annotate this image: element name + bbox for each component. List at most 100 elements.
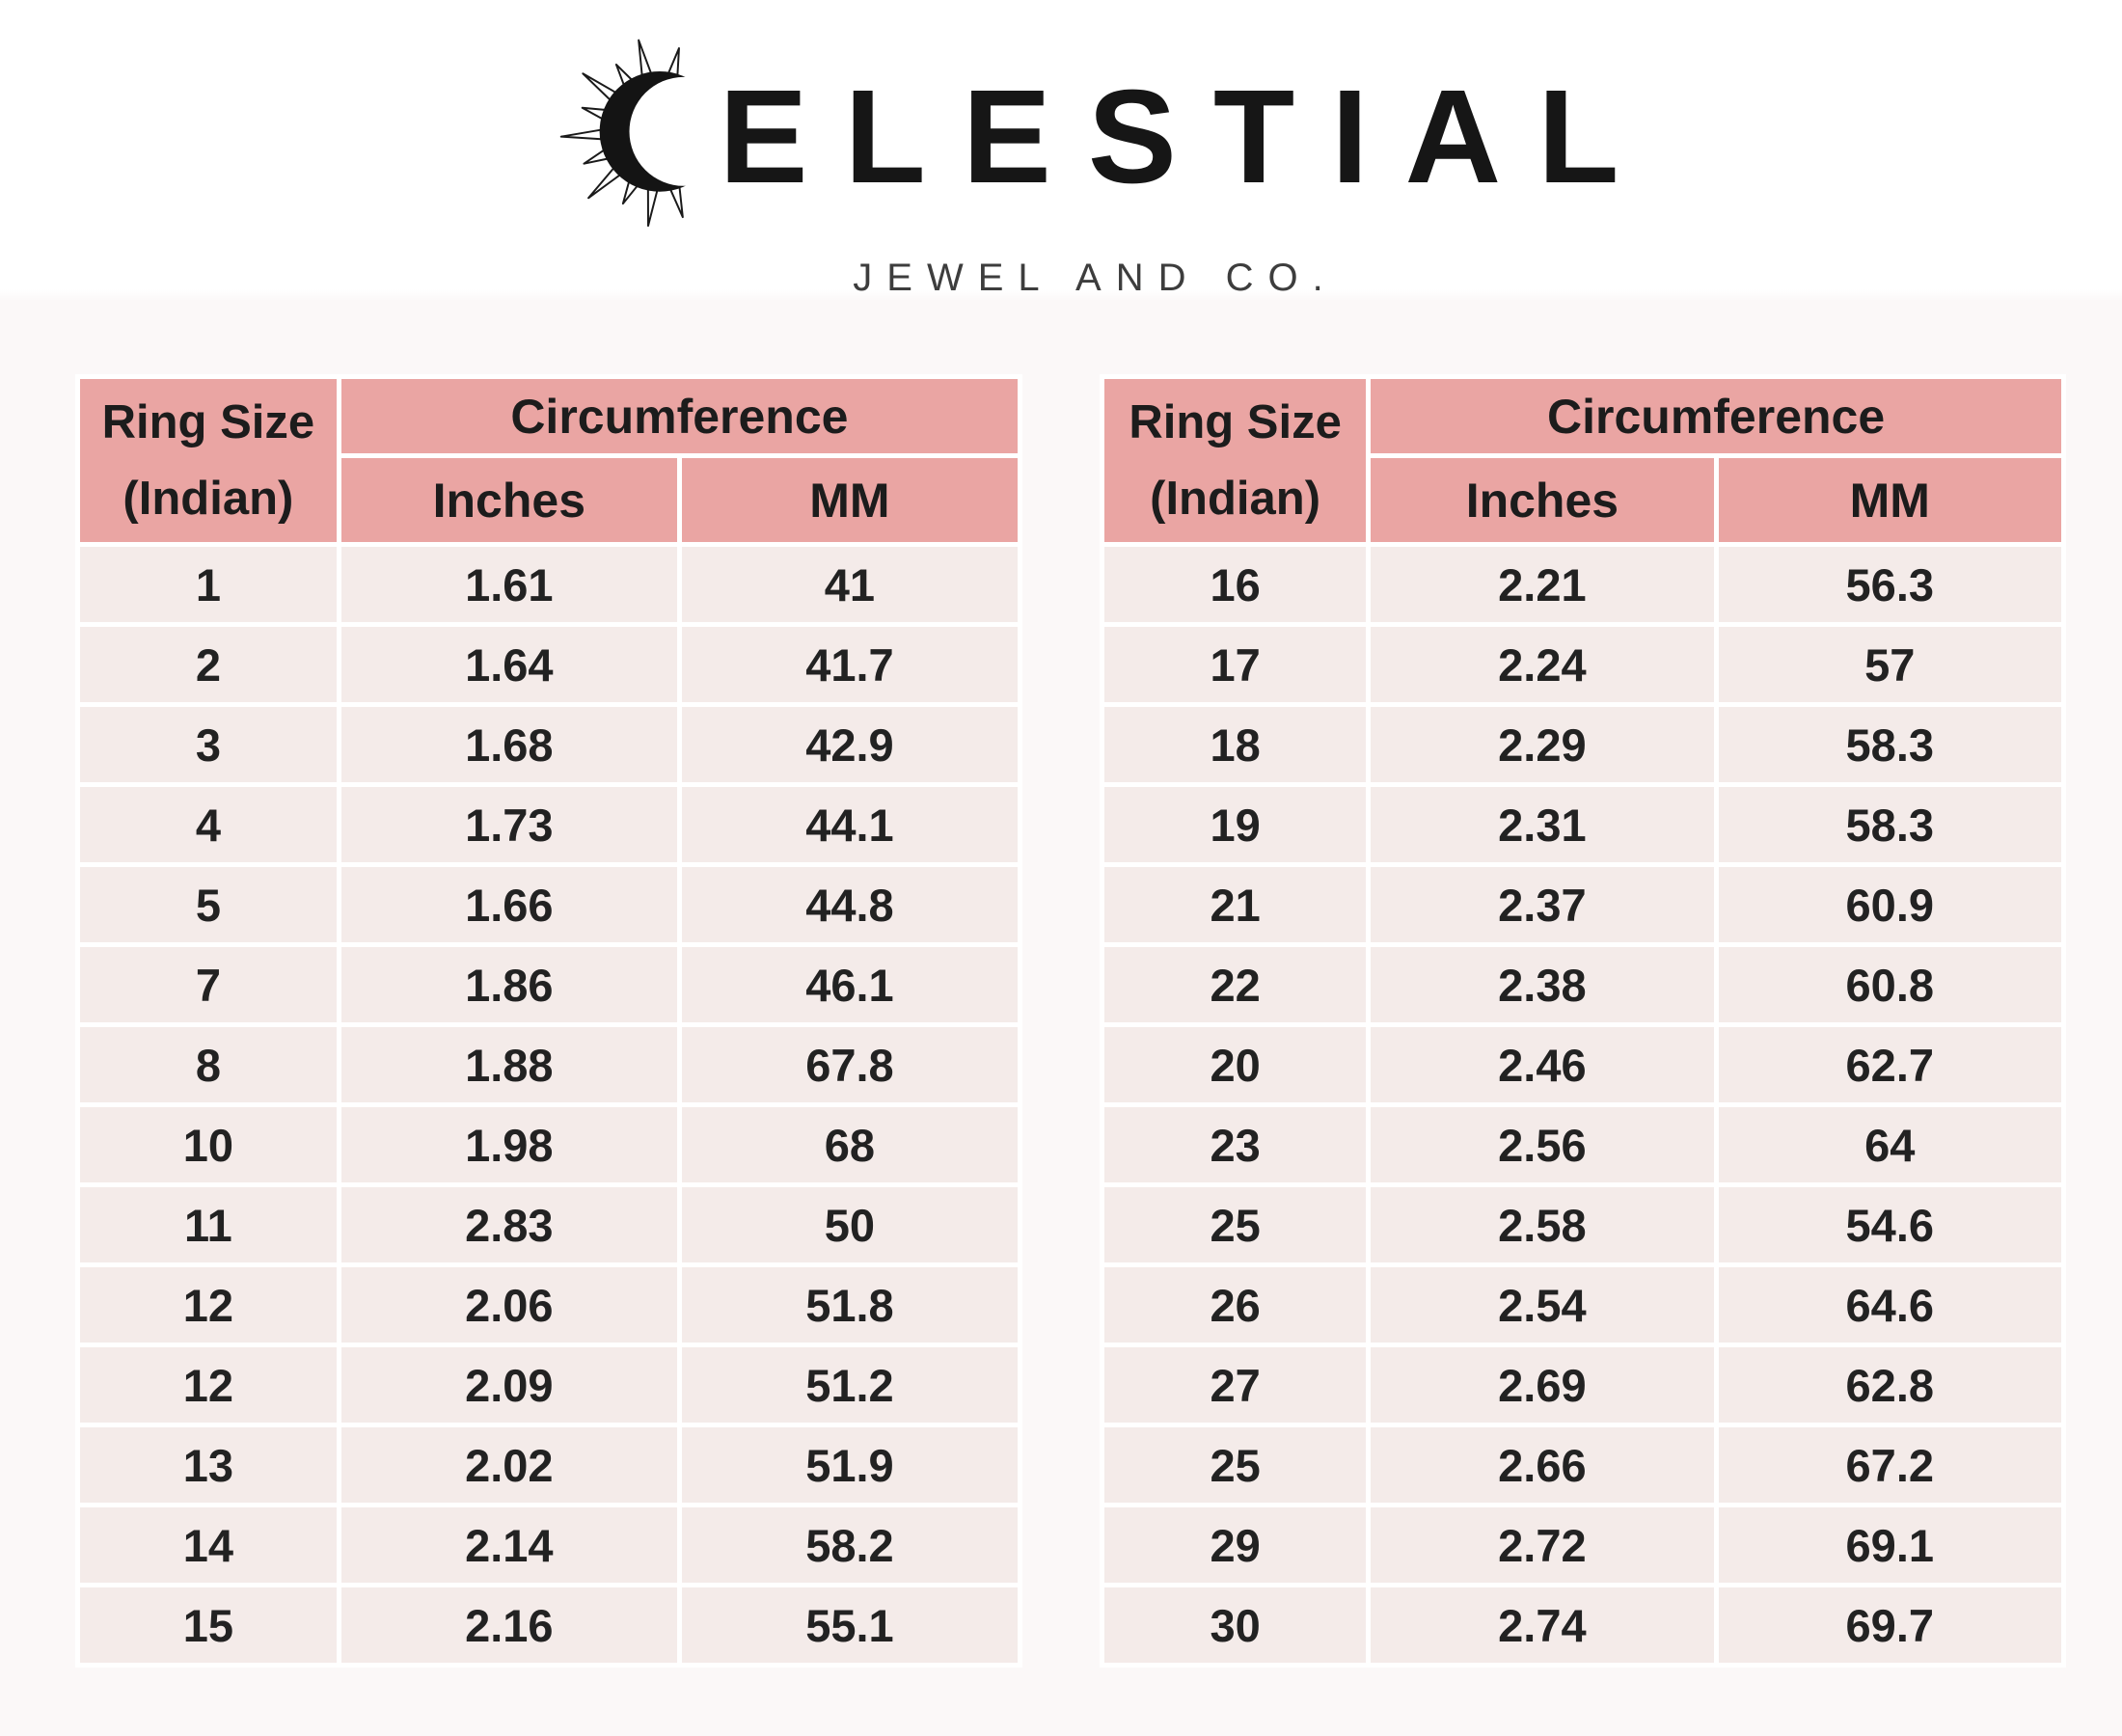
table-cell: 51.8: [676, 1262, 1023, 1347]
table-cell: 20: [1099, 1022, 1372, 1107]
table-cell: 19: [1099, 782, 1372, 867]
table-cell: 2.83: [336, 1182, 682, 1267]
table-cell: 67.2: [1713, 1423, 2067, 1507]
brand-name-text: ELESTIAL: [719, 63, 1656, 211]
table-cell: 1.61: [336, 542, 682, 627]
table-row: 5 1.66 44.8: [75, 862, 1023, 947]
table-cell: 51.9: [676, 1423, 1023, 1507]
header-circumference: Circumference: [1366, 374, 2066, 458]
table-cell: 8: [75, 1022, 341, 1107]
table-row: 19 2.31 58.3: [1099, 782, 2067, 867]
header-mm: MM: [1713, 453, 2067, 547]
table-row: 8 1.88 67.8: [75, 1022, 1023, 1107]
table-cell: 58.2: [676, 1503, 1023, 1587]
table-row: 29 2.72 69.1: [1099, 1503, 2067, 1587]
header-ring-size-line2: (Indian): [1150, 472, 1321, 525]
table-cell: 26: [1099, 1262, 1372, 1347]
table-cell: 27: [1099, 1343, 1372, 1427]
table-cell: 2.74: [1366, 1583, 1719, 1668]
table-cell: 54.6: [1713, 1182, 2067, 1267]
table-cell: 11: [75, 1182, 341, 1267]
table-body-right: 16 2.21 56.3 17 2.24 57 18 2.29 58.3 19 2.31 58.3 21…: [1099, 542, 2067, 1668]
table-cell: 50: [676, 1182, 1023, 1267]
table-cell: 21: [1099, 862, 1372, 947]
table-cell: 2.54: [1366, 1262, 1719, 1347]
brand-wordmark: ELESTIAL: [557, 33, 1619, 231]
table-row: 26 2.54 64.6: [1099, 1262, 2067, 1347]
table-cell: 2.31: [1366, 782, 1719, 867]
table-cell: 5: [75, 862, 341, 947]
table-cell: 68: [676, 1102, 1023, 1187]
table-cell: 18: [1099, 702, 1372, 787]
table-cell: 2.16: [336, 1583, 682, 1668]
table-row: 15 2.16 55.1: [75, 1583, 1023, 1668]
header-inches: Inches: [336, 453, 682, 547]
table-cell: 2.38: [1366, 942, 1719, 1027]
table-cell: 1.68: [336, 702, 682, 787]
table-cell: 2.69: [1366, 1343, 1719, 1427]
table-cell: 25: [1099, 1182, 1372, 1267]
table-cell: 2.56: [1366, 1102, 1719, 1187]
table-cell: 2.21: [1366, 542, 1719, 627]
table-row: 10 1.98 68: [75, 1102, 1023, 1187]
table-cell: 2.09: [336, 1343, 682, 1427]
table-row: 25 2.58 54.6: [1099, 1182, 2067, 1267]
table-cell: 4: [75, 782, 341, 867]
table-row: 13 2.02 51.9: [75, 1423, 1023, 1507]
table-cell: 3: [75, 702, 341, 787]
ring-size-table-right: Ring Size (Indian) Circumference Inches M…: [1099, 374, 2067, 1668]
header-mm: MM: [676, 453, 1023, 547]
table-cell: 60.8: [1713, 942, 2067, 1027]
header-circumference: Circumference: [336, 374, 1023, 458]
table-cell: 41: [676, 542, 1023, 627]
table-cell: 64: [1713, 1102, 2067, 1187]
table-cell: 69.1: [1713, 1503, 2067, 1587]
table-row: 14 2.14 58.2: [75, 1503, 1023, 1587]
table-cell: 22: [1099, 942, 1372, 1027]
table-cell: 41.7: [676, 622, 1023, 707]
table-cell: 10: [75, 1102, 341, 1187]
table-body-left: 1 1.61 41 2 1.64 41.7 3 1.68 42.9 4 1.73 44.1 5 1.66 4…: [75, 542, 1023, 1668]
table-cell: 44.1: [676, 782, 1023, 867]
table-cell: 1.98: [336, 1102, 682, 1187]
table-cell: 57: [1713, 622, 2067, 707]
table-cell: 2.14: [336, 1503, 682, 1587]
header-ring-size-line1: Ring Size: [101, 396, 315, 449]
table-cell: 58.3: [1713, 702, 2067, 787]
table-row: 21 2.37 60.9: [1099, 862, 2067, 947]
table-row: 20 2.46 62.7: [1099, 1022, 2067, 1107]
table-cell: 1.73: [336, 782, 682, 867]
table-cell: 12: [75, 1262, 341, 1347]
table-cell: 69.7: [1713, 1583, 2067, 1668]
table-cell: 13: [75, 1423, 341, 1507]
table-cell: 2.58: [1366, 1182, 1719, 1267]
sun-crescent-icon: [560, 39, 723, 228]
table-row: 30 2.74 69.7: [1099, 1583, 2067, 1668]
table-cell: 2.46: [1366, 1022, 1719, 1107]
table-row: 1 1.61 41: [75, 542, 1023, 627]
table-cell: 25: [1099, 1423, 1372, 1507]
table-cell: 58.3: [1713, 782, 2067, 867]
table-cell: 29: [1099, 1503, 1372, 1587]
table-cell: 2.72: [1366, 1503, 1719, 1587]
table-row: 4 1.73 44.1: [75, 782, 1023, 867]
table-cell: 51.2: [676, 1343, 1023, 1427]
table-cell: 44.8: [676, 862, 1023, 947]
table-row: 7 1.86 46.1: [75, 942, 1023, 1027]
ring-size-table-left: Ring Size (Indian) Circumference Inches M…: [75, 374, 1023, 1668]
table-row: 18 2.29 58.3: [1099, 702, 2067, 787]
table-row: 11 2.83 50: [75, 1182, 1023, 1267]
table-cell: 17: [1099, 622, 1372, 707]
header-ring-size: Ring Size (Indian): [75, 374, 341, 547]
table-cell: 62.8: [1713, 1343, 2067, 1427]
brand-header: ELESTIAL JEWEL AND CO.: [0, 33, 2122, 300]
header-ring-size-line1: Ring Size: [1129, 396, 1342, 449]
table-cell: 46.1: [676, 942, 1023, 1027]
table-row: 22 2.38 60.8: [1099, 942, 2067, 1027]
table-row: 12 2.09 51.2: [75, 1343, 1023, 1427]
table-cell: 56.3: [1713, 542, 2067, 627]
table-cell: 64.6: [1713, 1262, 2067, 1347]
table-cell: 12: [75, 1343, 341, 1427]
table-row: 25 2.66 67.2: [1099, 1423, 2067, 1507]
table-cell: 62.7: [1713, 1022, 2067, 1107]
